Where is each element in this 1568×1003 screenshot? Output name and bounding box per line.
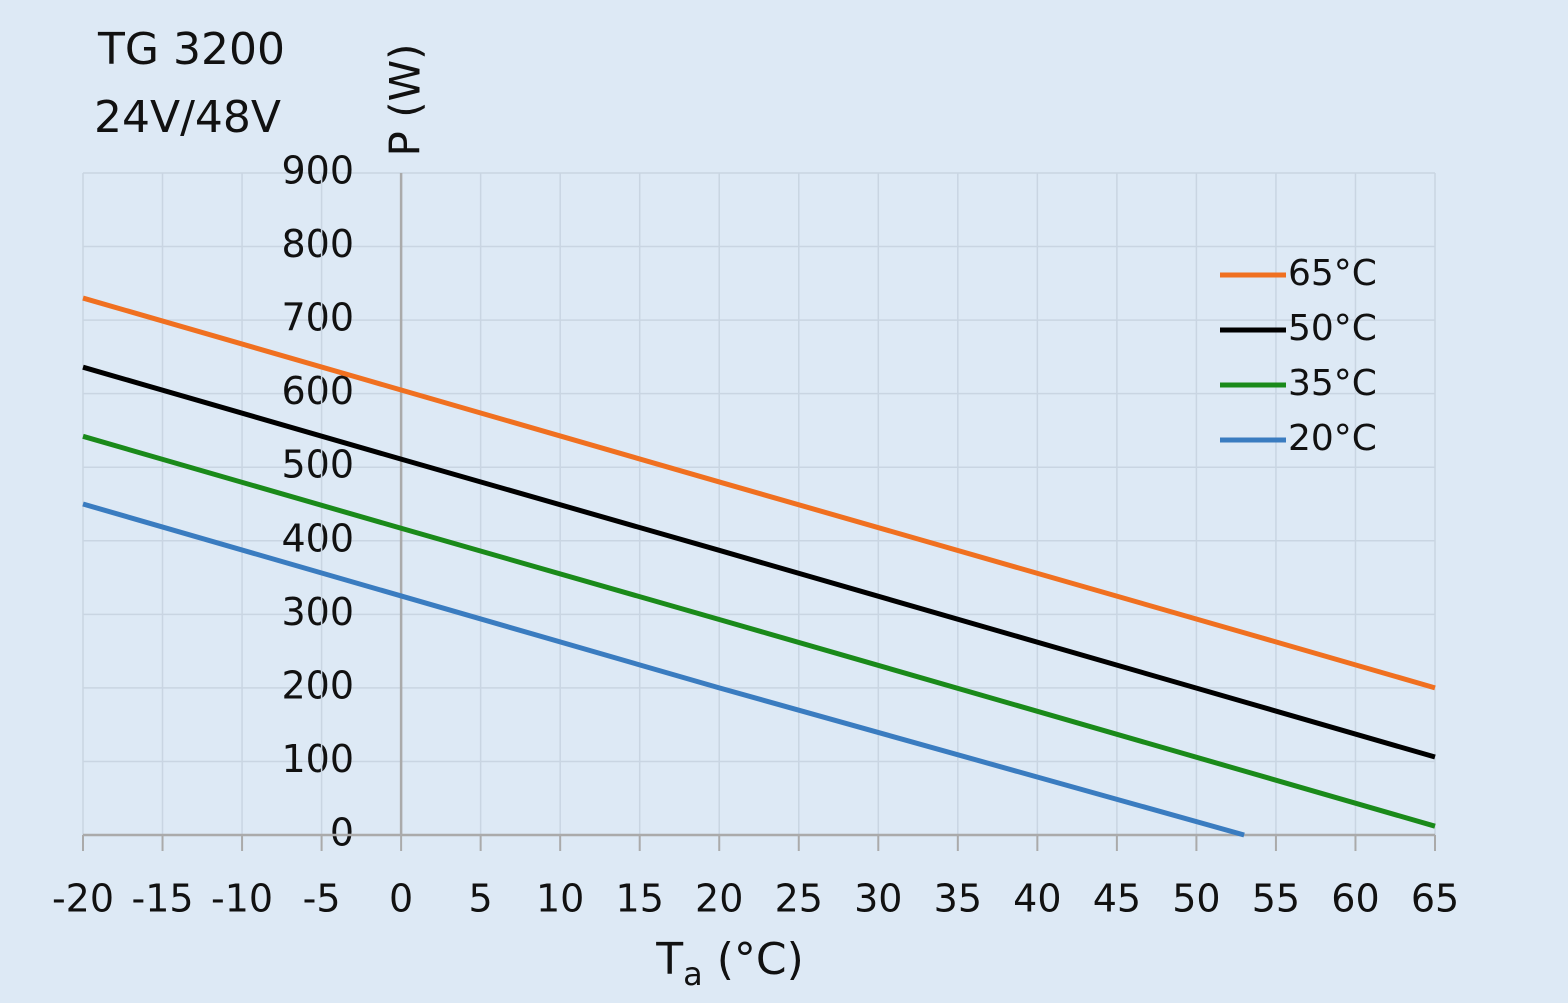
- series-line: [82, 501, 1245, 838]
- y-tick-label: 0: [330, 811, 354, 855]
- y-tick-label: 600: [281, 369, 354, 413]
- x-tick-label: -5: [303, 877, 341, 921]
- x-tick-label: 65: [1411, 877, 1459, 921]
- x-tick-label: 25: [775, 877, 823, 921]
- x-tick-label: 15: [616, 877, 664, 921]
- chart-title: TG 3200: [97, 24, 285, 75]
- y-tick-label: 700: [281, 296, 354, 340]
- x-tick-label: 0: [389, 877, 413, 921]
- y-tick-label: 400: [281, 516, 354, 560]
- x-tick-label: -15: [131, 877, 193, 921]
- x-tick-label: 55: [1252, 877, 1300, 921]
- x-axis-label-sub: a: [683, 955, 703, 993]
- legend-label: 50°C: [1288, 308, 1377, 349]
- x-tick-label: -20: [52, 877, 114, 921]
- y-tick-label: 800: [281, 222, 354, 266]
- legend-label: 20°C: [1288, 418, 1377, 459]
- x-axis-label-main: T: [655, 934, 683, 985]
- legend-label: 65°C: [1288, 253, 1377, 294]
- chart-subtitle: 24V/48V: [94, 92, 281, 143]
- series-line: [82, 295, 1436, 691]
- x-tick-label: 5: [469, 877, 493, 921]
- x-tick-label: 40: [1013, 877, 1061, 921]
- x-tick-label: 35: [934, 877, 982, 921]
- y-axis-label: P (W): [381, 44, 430, 157]
- x-axis-label: Ta (°C): [655, 934, 804, 993]
- x-tick-label: 45: [1093, 877, 1141, 921]
- series-line: [82, 364, 1436, 760]
- x-tick-label: 30: [854, 877, 902, 921]
- y-tick-label: 100: [281, 737, 354, 781]
- series-line: [82, 433, 1436, 829]
- legend-label: 35°C: [1288, 363, 1377, 404]
- y-tick-label: 300: [281, 590, 354, 634]
- x-tick-label: 60: [1331, 877, 1379, 921]
- y-tick-label: 500: [281, 443, 354, 487]
- y-tick-label: 200: [281, 663, 354, 707]
- x-tick-label: -10: [211, 877, 273, 921]
- x-tick-label: 50: [1172, 877, 1220, 921]
- x-tick-label: 10: [536, 877, 584, 921]
- x-tick-label: 20: [695, 877, 743, 921]
- x-axis-label-rest: (°C): [703, 934, 804, 985]
- y-tick-label: 900: [281, 149, 354, 193]
